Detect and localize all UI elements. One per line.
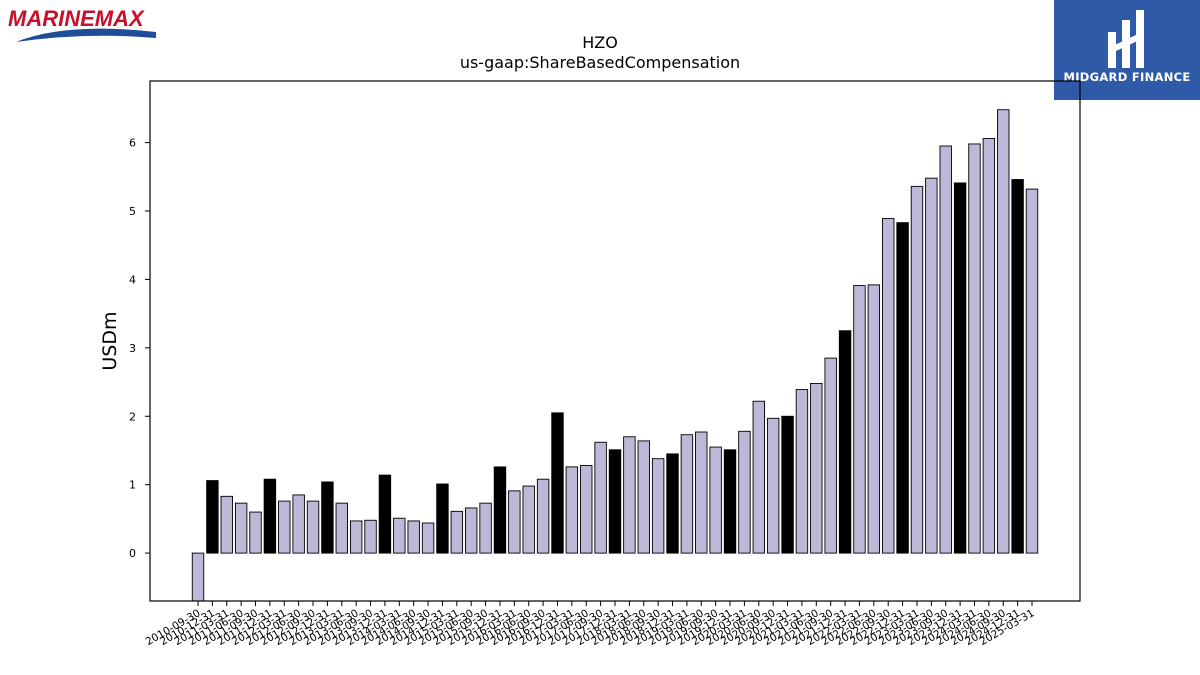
bar bbox=[982, 138, 996, 554]
bar bbox=[536, 478, 550, 554]
bar bbox=[1025, 188, 1039, 554]
bar bbox=[795, 389, 809, 554]
y-tick-label: 1 bbox=[129, 479, 136, 492]
bar bbox=[709, 446, 722, 554]
bar bbox=[738, 430, 751, 554]
bar bbox=[191, 552, 205, 602]
bar bbox=[910, 185, 924, 554]
bar bbox=[407, 520, 420, 554]
bar bbox=[580, 465, 593, 554]
midgard-finance-logo: MIDGARD FINANCE bbox=[1054, 0, 1200, 100]
bar bbox=[220, 495, 233, 554]
bar bbox=[752, 400, 765, 554]
bar bbox=[493, 466, 507, 554]
bar bbox=[623, 436, 636, 554]
marinemax-swoosh bbox=[16, 28, 156, 42]
bar bbox=[450, 510, 464, 554]
bar bbox=[896, 222, 909, 554]
bar bbox=[522, 485, 535, 554]
bar bbox=[364, 519, 377, 554]
bar bbox=[925, 177, 938, 554]
bar bbox=[508, 490, 521, 554]
chart-title: HZO bbox=[582, 33, 618, 52]
bar bbox=[651, 458, 665, 554]
bar bbox=[608, 449, 622, 554]
bar bbox=[335, 502, 348, 554]
bar bbox=[680, 434, 694, 554]
bar bbox=[781, 415, 794, 554]
y-tick-label: 6 bbox=[129, 137, 136, 150]
bar bbox=[234, 502, 248, 554]
marinemax-logo-text: MARINEMAX bbox=[8, 6, 145, 31]
bar bbox=[997, 109, 1010, 554]
bar bbox=[206, 480, 219, 554]
bar bbox=[249, 511, 262, 554]
bar bbox=[695, 431, 708, 554]
midgard-mark-icon bbox=[1108, 10, 1144, 68]
y-tick-label: 0 bbox=[129, 547, 136, 560]
y-axis-label: USDm bbox=[99, 311, 121, 370]
bar bbox=[824, 357, 837, 554]
bar bbox=[349, 520, 363, 554]
bar bbox=[479, 502, 492, 554]
midgard-finance-logo-text: MIDGARD FINANCE bbox=[1063, 70, 1191, 84]
bar bbox=[565, 466, 579, 554]
bar bbox=[278, 500, 291, 554]
bar bbox=[766, 417, 780, 554]
bar bbox=[436, 483, 449, 554]
bar bbox=[551, 412, 564, 554]
bar bbox=[666, 453, 679, 554]
chart-subtitle: us-gaap:ShareBasedCompensation bbox=[460, 53, 740, 72]
bar bbox=[939, 145, 952, 554]
bar bbox=[1011, 179, 1024, 554]
bar bbox=[867, 284, 881, 554]
y-tick-label: 4 bbox=[129, 273, 136, 286]
bar bbox=[306, 500, 320, 554]
bar bbox=[953, 182, 967, 554]
bar bbox=[465, 507, 478, 554]
bar bbox=[292, 494, 305, 554]
y-tick-label: 5 bbox=[129, 205, 136, 218]
bar bbox=[637, 440, 650, 554]
bar bbox=[378, 474, 392, 554]
bar bbox=[853, 285, 866, 554]
bar bbox=[810, 382, 823, 554]
marinemax-logo: MARINEMAX bbox=[6, 4, 166, 46]
bar bbox=[838, 330, 852, 554]
bar bbox=[723, 449, 737, 554]
bar bbox=[882, 218, 895, 554]
bar bbox=[321, 481, 334, 554]
bar bbox=[968, 143, 981, 554]
y-tick-label: 2 bbox=[129, 410, 136, 423]
y-tick-label: 3 bbox=[129, 342, 136, 355]
bar bbox=[594, 441, 607, 554]
bar bbox=[421, 522, 435, 554]
bar bbox=[263, 478, 277, 554]
bar bbox=[393, 517, 406, 554]
